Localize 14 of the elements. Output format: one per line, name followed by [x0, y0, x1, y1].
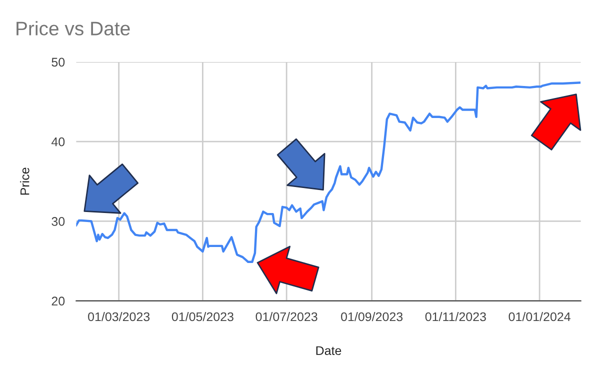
y-tick-label: 50 — [52, 58, 65, 67]
y-tick-label: 20 — [52, 296, 65, 306]
x-tick-label: 01/11/2023 — [425, 312, 486, 322]
chart-title: Price vs Date — [16, 21, 130, 36]
x-tick-label: 01/01/2024 — [508, 312, 570, 322]
y-tick-label: 40 — [51, 137, 65, 146]
x-tick-label: 01/03/2023 — [88, 312, 150, 322]
x-tick-label: 01/09/2023 — [341, 312, 403, 322]
x-tick-label: 01/05/2023 — [172, 312, 234, 322]
x-tick-label: 01/07/2023 — [256, 312, 318, 322]
x-axis-title: Date — [316, 346, 342, 356]
y-tick-label: 30 — [52, 217, 65, 226]
line-series — [76, 82, 581, 263]
y-axis-title: Price — [20, 168, 30, 195]
